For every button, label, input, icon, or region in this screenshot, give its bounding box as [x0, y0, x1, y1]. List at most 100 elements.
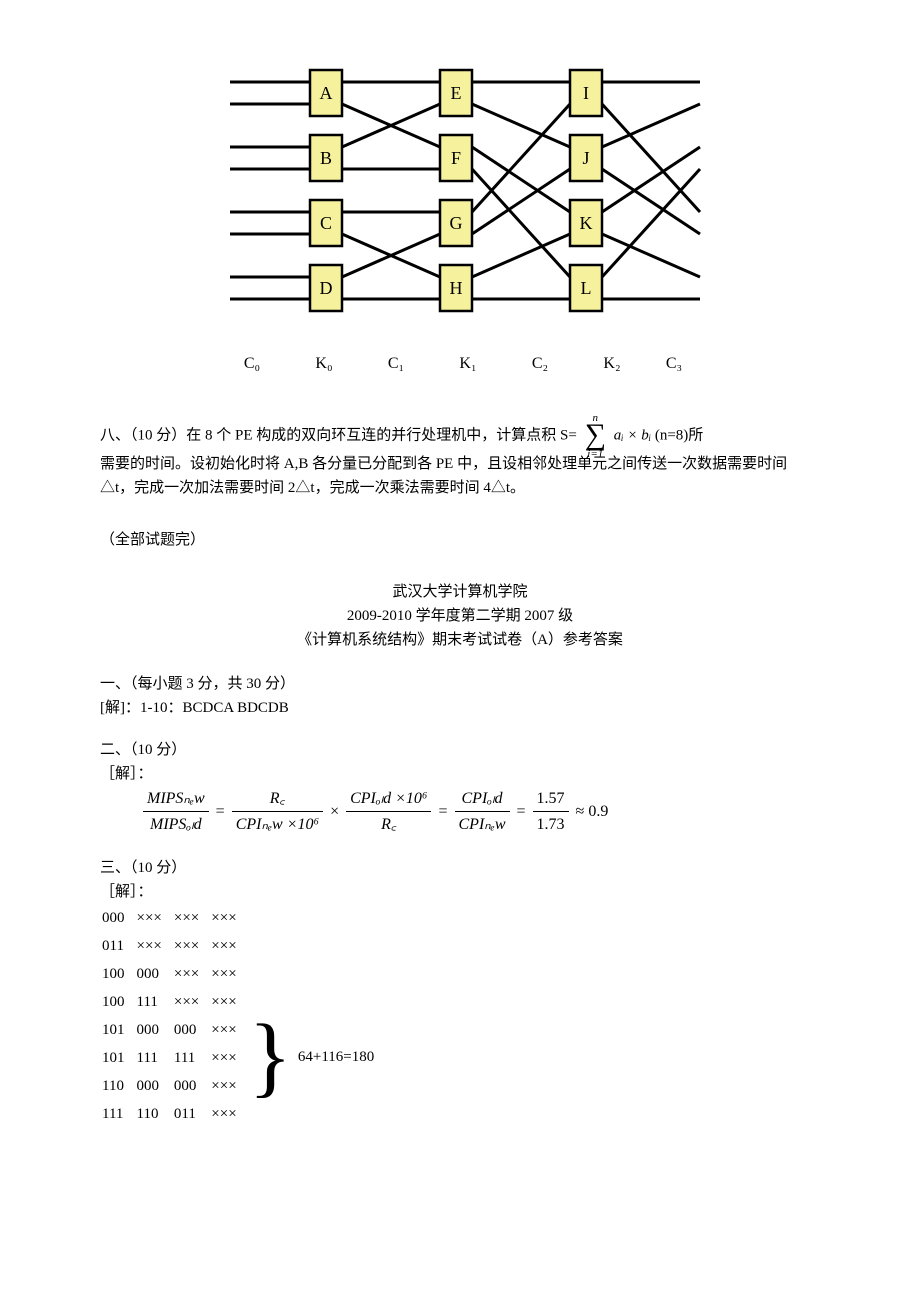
- col-label: C₁: [356, 350, 436, 378]
- title-line3: 《计算机系统结构》期末考试试卷（A）参考答案: [100, 628, 820, 652]
- svg-text:A: A: [320, 83, 333, 103]
- col-label: K₂: [582, 350, 642, 378]
- table-cell: 111: [102, 1102, 135, 1128]
- network-diagram: ABCDEFGHIJKL C₀K₀C₁K₁C₂K₂C₃: [210, 40, 710, 380]
- col-label: C₀: [212, 350, 292, 378]
- table-cell: 000: [102, 906, 135, 932]
- col-label: K₀: [294, 350, 354, 378]
- interconnect-svg: ABCDEFGHIJKL: [210, 40, 710, 340]
- table-cell: 111: [137, 990, 172, 1016]
- q8-prefix: 八、（10 分）在 8 个 PE 构成的双向环互连的并行处理机中，计算点积 S=: [100, 427, 577, 443]
- table-row: 100000××××××: [102, 962, 247, 988]
- table-cell: ×××: [211, 1046, 246, 1072]
- ans3-table: 000×××××××××011×××××××××100000××××××1001…: [100, 904, 249, 1130]
- table-cell: 110: [137, 1102, 172, 1128]
- title-line2: 2009-2010 学年度第二学期 2007 级: [100, 604, 820, 628]
- table-cell: 011: [174, 1102, 209, 1128]
- svg-text:I: I: [583, 83, 589, 103]
- ans1-header: 一、（每小题 3 分，共 30 分）: [100, 672, 820, 696]
- table-cell: ×××: [137, 906, 172, 932]
- ans3-body: 000×××××××××011×××××××××100000××××××1001…: [100, 904, 820, 1130]
- svg-text:G: G: [450, 213, 463, 233]
- table-cell: 111: [137, 1046, 172, 1072]
- table-row: 000×××××××××: [102, 906, 247, 932]
- col-label: C₃: [644, 350, 704, 378]
- approx: ≈ 0.9: [576, 802, 609, 819]
- svg-text:H: H: [450, 278, 463, 298]
- table-cell: 000: [137, 1074, 172, 1100]
- f5-num: 1.57: [533, 786, 569, 813]
- table-cell: 000: [174, 1074, 209, 1100]
- table-cell: 100: [102, 962, 135, 988]
- q8-suffix1: (n=8)所: [655, 427, 703, 443]
- table-cell: ×××: [211, 990, 246, 1016]
- frac-5: 1.57 1.73: [533, 786, 569, 838]
- f5-den: 1.73: [533, 812, 569, 838]
- svg-text:B: B: [320, 148, 332, 168]
- curly-brace-icon: }: [249, 1016, 292, 1097]
- table-row: 110000000×××: [102, 1074, 247, 1100]
- times-sign: ×: [330, 802, 343, 819]
- table-row: 111110011×××: [102, 1102, 247, 1128]
- table-cell: ×××: [174, 934, 209, 960]
- title-line1: 武汉大学计算机学院: [100, 580, 820, 604]
- frac-1: MIPSₙₑw MIPSₒₗd: [143, 786, 209, 838]
- f2-den: CPIₙₑw ×10⁶: [232, 812, 323, 838]
- table-cell: 110: [102, 1074, 135, 1100]
- table-cell: ×××: [211, 906, 246, 932]
- table-row: 100111××××××: [102, 990, 247, 1016]
- f1-num: MIPSₙₑw: [143, 786, 209, 813]
- ans1-body: [解]：1-10：BCDCA BDCDB: [100, 696, 820, 720]
- answer-1: 一、（每小题 3 分，共 30 分） [解]：1-10：BCDCA BDCDB: [100, 672, 820, 720]
- f1-den: MIPSₒₗd: [143, 812, 209, 838]
- table-cell: ×××: [174, 906, 209, 932]
- svg-text:L: L: [581, 278, 592, 298]
- f2-num: R꜀: [232, 786, 323, 813]
- table-cell: ×××: [174, 962, 209, 988]
- f3-num: CPIₒₗd ×10⁶: [346, 786, 431, 813]
- f3-den: R꜀: [346, 812, 431, 838]
- eq-sign-2: =: [438, 802, 451, 819]
- svg-text:K: K: [580, 213, 593, 233]
- table-cell: ×××: [211, 1018, 246, 1044]
- q8-line2: 需要的时间。设初始化时将 A,B 各分量已分配到各 PE 中，且设相邻处理单元之…: [100, 452, 820, 500]
- table-cell: ×××: [211, 1102, 246, 1128]
- table-cell: ×××: [174, 990, 209, 1016]
- ans3-header: 三、（10 分）: [100, 856, 820, 880]
- table-cell: 000: [137, 962, 172, 988]
- end-note: （全部试题完）: [100, 528, 820, 552]
- ans2-header: 二、（10 分）: [100, 738, 820, 762]
- table-cell: 101: [102, 1018, 135, 1044]
- table-cell: 000: [137, 1018, 172, 1044]
- col-label: C₂: [500, 350, 580, 378]
- table-cell: ×××: [211, 1074, 246, 1100]
- answer-3: 三、（10 分） ［解］： 000×××××××××011×××××××××10…: [100, 856, 820, 1130]
- title-block: 武汉大学计算机学院 2009-2010 学年度第二学期 2007 级 《计算机系…: [100, 580, 820, 652]
- eq-sign-3: =: [517, 802, 530, 819]
- table-row: 101000000×××: [102, 1018, 247, 1044]
- brace-note: 64+116=180: [298, 1045, 374, 1069]
- table-cell: 111: [174, 1046, 209, 1072]
- f4-den: CPIₙₑw: [455, 812, 510, 838]
- ans3-label: ［解］：: [100, 880, 820, 904]
- frac-3: CPIₒₗd ×10⁶ R꜀: [346, 786, 431, 838]
- frac-4: CPIₒₗd CPIₙₑw: [455, 786, 510, 838]
- table-cell: ×××: [211, 934, 246, 960]
- network-diagram-container: ABCDEFGHIJKL C₀K₀C₁K₁C₂K₂C₃: [100, 40, 820, 380]
- svg-text:D: D: [320, 278, 333, 298]
- col-label: K₁: [438, 350, 498, 378]
- f4-num: CPIₒₗd: [455, 786, 510, 813]
- table-cell: 000: [174, 1018, 209, 1044]
- answer-2: 二、（10 分） ［解］： MIPSₙₑw MIPSₒₗd = R꜀ CPIₙₑ…: [100, 738, 820, 838]
- eq-sign-1: =: [216, 802, 229, 819]
- table-cell: 101: [102, 1046, 135, 1072]
- table-cell: 100: [102, 990, 135, 1016]
- table-cell: 011: [102, 934, 135, 960]
- column-labels: C₀K₀C₁K₁C₂K₂C₃: [210, 348, 706, 380]
- table-cell: ×××: [211, 962, 246, 988]
- svg-text:J: J: [582, 148, 589, 168]
- ans2-label: ［解］：: [100, 762, 820, 786]
- sum-upper: n: [593, 410, 599, 428]
- ans2-equation: MIPSₙₑw MIPSₒₗd = R꜀ CPIₙₑw ×10⁶ × CPIₒₗ…: [140, 786, 820, 838]
- sum-term: aᵢ × bᵢ: [614, 427, 651, 443]
